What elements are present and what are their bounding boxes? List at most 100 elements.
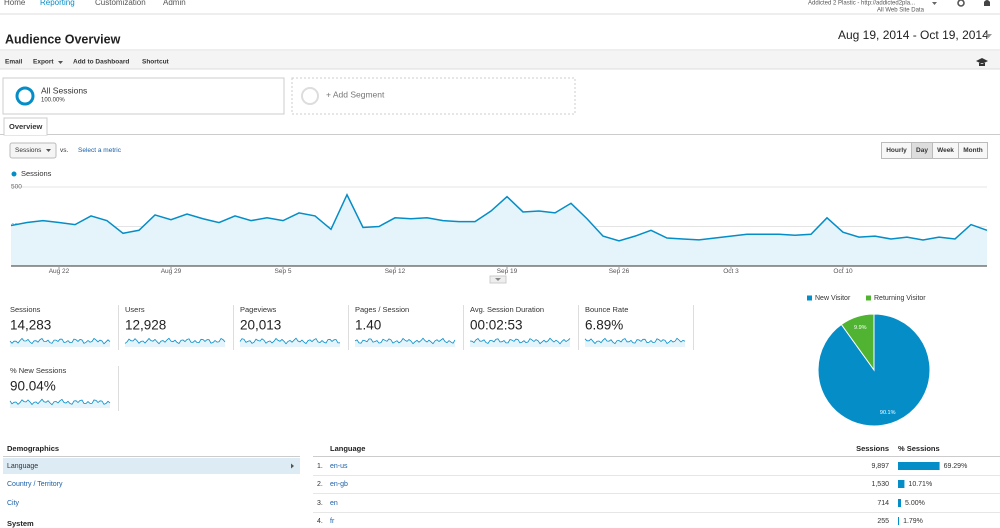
add-segment-icon [301, 87, 319, 105]
row-sessions: 1,530 [871, 481, 889, 488]
demographics-item[interactable]: Language [7, 463, 38, 470]
segment-icon [15, 86, 35, 106]
pie-legend-marker [807, 295, 812, 301]
pie-legend-label: Returning Visitor [874, 295, 926, 302]
export-caret[interactable] [58, 61, 63, 64]
selected-row [3, 458, 300, 474]
granularity-label[interactable]: Week [937, 147, 954, 154]
sparkline-area [355, 338, 455, 347]
intelligence-icon[interactable] [976, 58, 988, 66]
sparkline [9, 337, 111, 345]
nav-tab[interactable]: Customization [95, 0, 146, 7]
x-tick-label: Oct 10 [833, 268, 853, 275]
nav-tab[interactable]: Home [4, 0, 26, 7]
granularity-label[interactable]: Day [916, 147, 928, 154]
row-language[interactable]: en [330, 500, 338, 507]
nav-tab[interactable]: Admin [163, 0, 186, 7]
row-rank: 1. [317, 463, 323, 470]
row-rank: 2. [317, 481, 323, 488]
date-caret[interactable] [985, 34, 992, 38]
select-metric[interactable]: Select a metric [78, 147, 122, 154]
legend-marker [11, 171, 17, 177]
metric-value: 1.40 [355, 318, 381, 333]
selected-arrow [291, 463, 294, 469]
row-pct: 1.79% [903, 518, 923, 525]
x-tick-label: Oct 3 [723, 268, 739, 275]
row-language[interactable]: en-us [330, 463, 348, 470]
nav-tab[interactable]: Reporting [40, 0, 75, 7]
metric-caret[interactable] [46, 149, 51, 152]
segment-percent: 100.00% [41, 98, 65, 104]
pie-legend-marker [866, 295, 871, 301]
overview-tab-label[interactable]: Overview [9, 122, 43, 131]
account-name[interactable]: Addicted 2 Plastic - http://addicted2pla… [808, 1, 915, 7]
page-title: Audience Overview [5, 32, 121, 46]
metric-value: 6.89% [585, 318, 623, 333]
account-caret[interactable] [932, 2, 937, 5]
row-language[interactable]: fr [330, 518, 335, 525]
x-tick-label: Aug 29 [161, 268, 182, 275]
granularity-button[interactable] [958, 142, 988, 159]
toolbar-bg [0, 51, 1000, 69]
metric-dropdown[interactable] [9, 142, 57, 159]
metric-label: Bounce Rate [585, 305, 628, 314]
sparkline [584, 337, 686, 345]
metric-label: Users [125, 305, 145, 314]
sparkline-area [470, 338, 570, 347]
row-language[interactable]: en-gb [330, 481, 348, 488]
segment-box[interactable] [2, 77, 285, 115]
metric-label: Sessions [10, 305, 41, 314]
demographics-item[interactable]: Country / Territory [7, 481, 63, 488]
toolbar-item[interactable]: Email [5, 59, 23, 66]
table-header: Sessions [856, 444, 889, 453]
table-header: % Sessions [898, 444, 940, 453]
series-area [11, 194, 987, 266]
segment-name: All Sessions [41, 85, 87, 95]
metric-value: 12,928 [125, 318, 166, 333]
settings-icon[interactable] [957, 0, 965, 7]
granularity-label[interactable]: Hourly [886, 147, 907, 154]
sparkline-area [240, 338, 340, 347]
toolbar-item[interactable]: Add to Dashboard [73, 59, 129, 66]
notification-icon[interactable] [984, 0, 990, 6]
table-header: Language [330, 444, 365, 453]
demographics-item[interactable]: City [7, 500, 20, 507]
pct-bar [898, 499, 901, 507]
toolbar-item[interactable]: Shortcut [142, 59, 170, 66]
row-sessions: 9,897 [871, 463, 889, 470]
x-tick-label: Sep 5 [275, 268, 292, 275]
pct-bar [898, 462, 940, 470]
system-title: System [7, 519, 34, 528]
sparkline-area [10, 338, 110, 347]
x-tick-label: Aug 22 [49, 268, 70, 275]
sparkline-area [125, 338, 225, 347]
chart-handle-caret [495, 278, 501, 281]
metric-dropdown-label[interactable]: Sessions [15, 147, 42, 154]
add-segment-box[interactable] [291, 77, 576, 115]
sparkline [239, 337, 341, 345]
sparkline [9, 398, 111, 406]
row-rank: 4. [317, 518, 323, 525]
pie-label: 90.1% [880, 410, 896, 416]
row-rank: 3. [317, 500, 323, 507]
x-tick-label: Sep 19 [497, 268, 518, 275]
row-pct: 69.29% [944, 463, 968, 470]
pie-slice [840, 313, 875, 372]
demographics-title: Demographics [7, 444, 59, 453]
granularity-label[interactable]: Month [963, 147, 983, 154]
date-range[interactable]: Aug 19, 2014 - Oct 19, 2014 [838, 28, 989, 42]
metric-value: 00:02:53 [470, 318, 523, 333]
metric-label: % New Sessions [10, 366, 67, 375]
metric-label: Avg. Session Duration [470, 305, 544, 314]
add-segment[interactable]: + Add Segment [326, 89, 385, 99]
row-pct: 5.00% [905, 500, 925, 507]
sparkline-area [10, 399, 110, 408]
view-name[interactable]: All Web Site Data [877, 8, 925, 14]
toolbar-item[interactable]: Export [33, 59, 54, 66]
sparkline [124, 337, 226, 345]
sparkline [469, 337, 571, 345]
series-line [10, 192, 988, 242]
metric-value: 90.04% [10, 379, 56, 394]
